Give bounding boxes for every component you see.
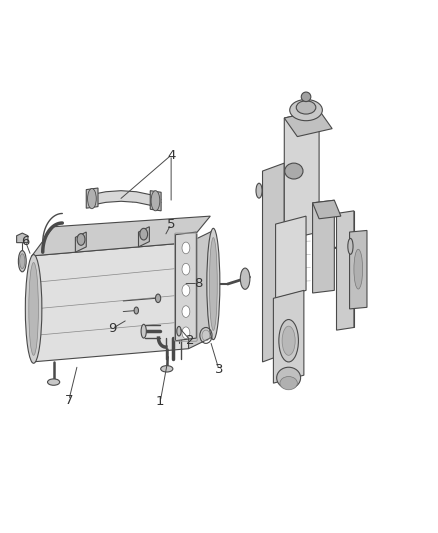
Polygon shape [17, 233, 28, 243]
Polygon shape [350, 230, 367, 309]
Ellipse shape [182, 306, 190, 317]
Ellipse shape [155, 294, 161, 303]
Polygon shape [313, 200, 334, 293]
Polygon shape [86, 188, 98, 208]
Polygon shape [262, 163, 284, 362]
Text: 7: 7 [64, 393, 73, 407]
Text: 5: 5 [167, 217, 175, 231]
Ellipse shape [282, 326, 295, 356]
Text: 3: 3 [215, 364, 223, 376]
Ellipse shape [161, 366, 173, 372]
Text: 9: 9 [108, 322, 117, 335]
Ellipse shape [140, 228, 148, 240]
Ellipse shape [256, 183, 262, 198]
Ellipse shape [18, 251, 26, 272]
Polygon shape [75, 232, 86, 252]
Text: 4: 4 [167, 149, 175, 161]
Polygon shape [32, 243, 188, 362]
Polygon shape [150, 191, 161, 211]
Ellipse shape [25, 255, 42, 364]
Ellipse shape [279, 319, 298, 362]
Ellipse shape [240, 268, 250, 289]
Ellipse shape [20, 254, 25, 269]
Ellipse shape [280, 376, 297, 390]
Ellipse shape [182, 263, 190, 275]
Polygon shape [273, 290, 304, 383]
Text: 1: 1 [156, 395, 165, 408]
Ellipse shape [182, 242, 190, 254]
Ellipse shape [285, 163, 303, 179]
Ellipse shape [177, 326, 181, 336]
Ellipse shape [141, 324, 146, 338]
Ellipse shape [296, 101, 316, 114]
Ellipse shape [207, 228, 220, 340]
Polygon shape [32, 216, 210, 256]
Ellipse shape [348, 238, 353, 254]
Ellipse shape [354, 249, 363, 289]
Polygon shape [336, 211, 354, 330]
Text: 8: 8 [194, 277, 202, 290]
Ellipse shape [151, 191, 160, 211]
Polygon shape [95, 191, 152, 206]
Ellipse shape [209, 238, 217, 330]
Polygon shape [138, 227, 149, 247]
Ellipse shape [182, 285, 190, 296]
Polygon shape [284, 110, 332, 136]
Ellipse shape [134, 307, 138, 314]
Ellipse shape [29, 263, 39, 356]
Polygon shape [313, 200, 341, 219]
Ellipse shape [88, 189, 96, 209]
Ellipse shape [301, 92, 311, 102]
Polygon shape [276, 216, 306, 298]
Ellipse shape [277, 367, 300, 389]
Polygon shape [284, 110, 319, 240]
Polygon shape [176, 232, 196, 341]
Polygon shape [188, 231, 212, 349]
Ellipse shape [47, 379, 60, 385]
Ellipse shape [290, 100, 322, 120]
Ellipse shape [77, 233, 85, 245]
Text: 2: 2 [187, 334, 195, 347]
Text: 6: 6 [21, 235, 29, 247]
Ellipse shape [182, 327, 190, 338]
